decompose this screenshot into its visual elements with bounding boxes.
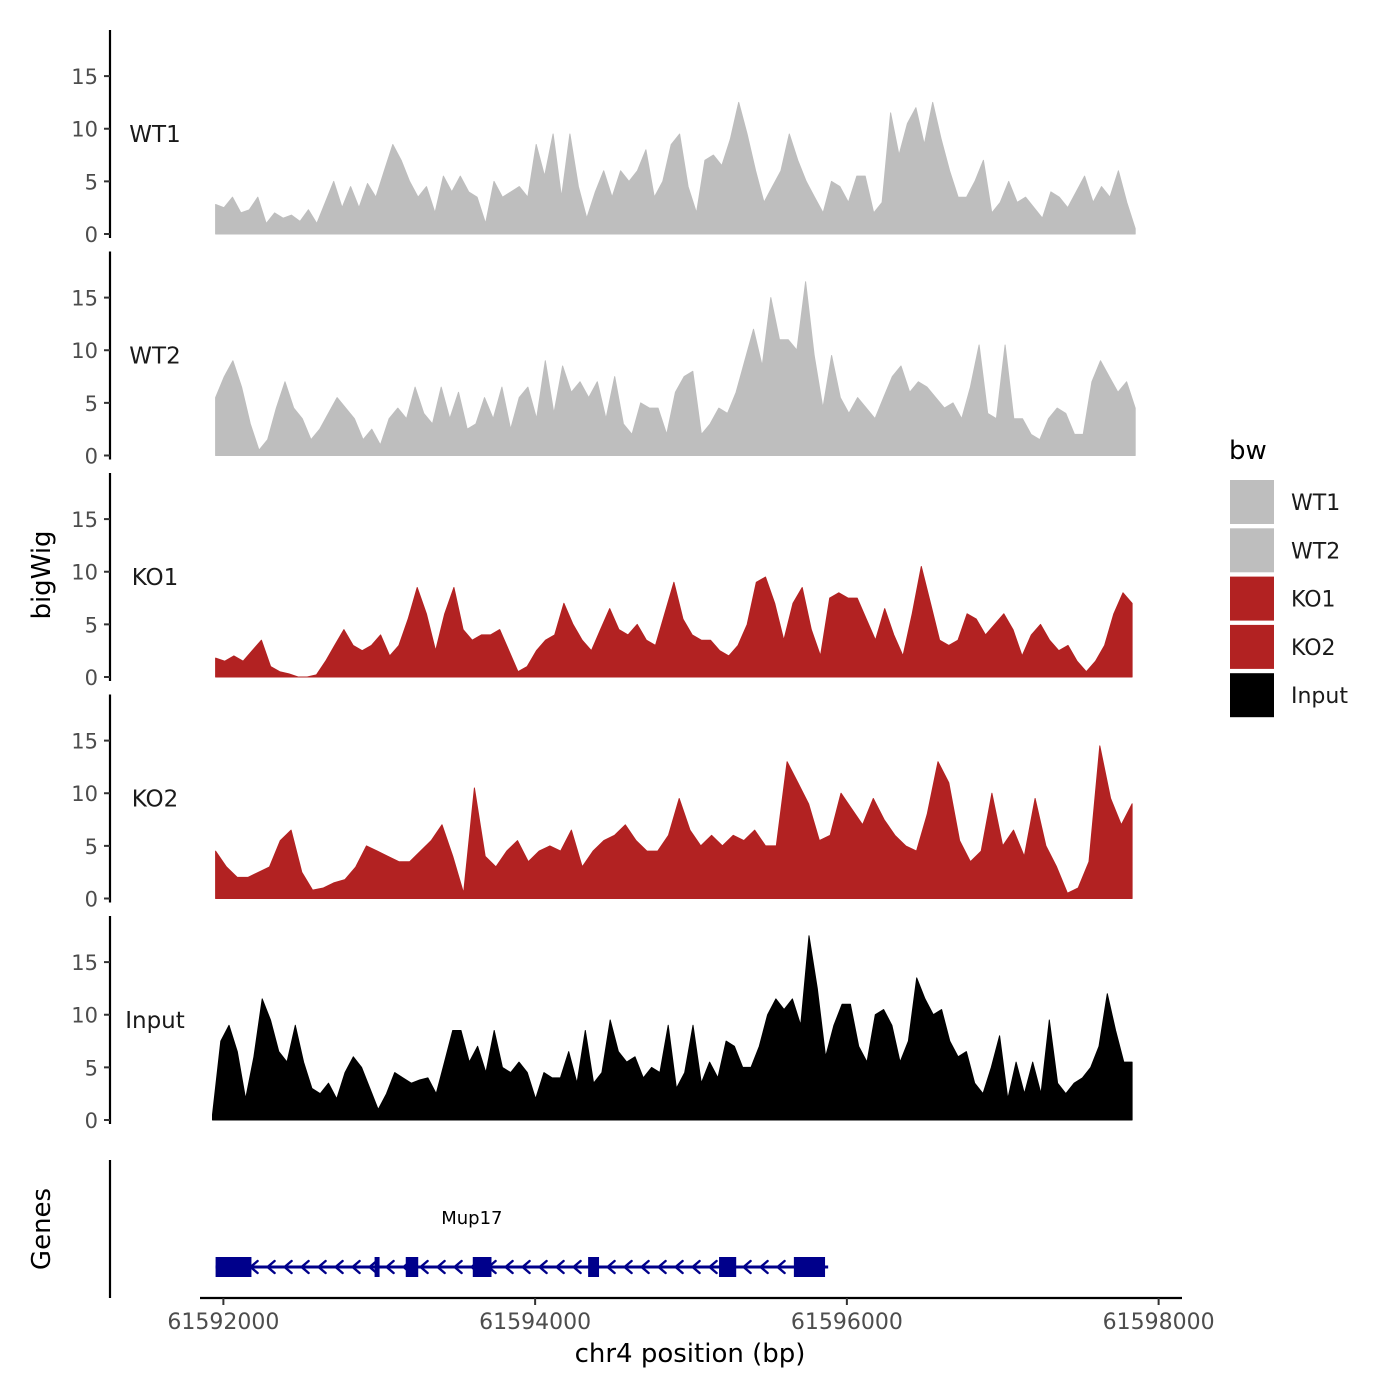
x-tick-label: 61592000 (167, 1310, 279, 1335)
strand-arrow (605, 1259, 616, 1275)
exon (405, 1257, 419, 1277)
exon (588, 1257, 600, 1277)
strand-arrow (571, 1259, 582, 1275)
y-tick-label: 10 (71, 339, 98, 363)
y-tick-label: 10 (71, 1004, 98, 1028)
legend: bw WT1 WT2 KO1 KO2 Input (1229, 436, 1348, 718)
track-label: WT2 (129, 344, 180, 370)
exon (472, 1257, 492, 1277)
y-tick-label: 0 (85, 888, 98, 912)
track-ko2: 0 5 10 15 KO2 (71, 694, 1133, 912)
strand-arrow (656, 1259, 667, 1275)
strand-arrow (520, 1259, 531, 1275)
y-axis-title: bigWig (27, 530, 57, 619)
strand-arrow (282, 1259, 293, 1275)
legend-label: KO1 (1291, 588, 1336, 613)
exon (793, 1257, 826, 1277)
strand-arrow (367, 1259, 378, 1275)
y-tick-label: 5 (85, 392, 98, 416)
track-ko1: 0 5 10 15 KO1 (71, 473, 1133, 690)
y-tick-label: 0 (85, 1109, 98, 1133)
legend-label: WT1 (1291, 491, 1340, 516)
strand-arrow (690, 1259, 701, 1275)
legend-swatch-wt1 (1230, 480, 1274, 524)
legend-swatch-wt2 (1230, 528, 1274, 573)
y-tick-label: 5 (85, 1056, 98, 1080)
genes-axis-title: Genes (27, 1188, 57, 1270)
y-tick-label: 10 (71, 561, 98, 585)
strand-arrow (775, 1259, 786, 1275)
strand-arrow (622, 1259, 633, 1275)
track-wt1: 0 5 10 15 WT1 (71, 30, 1136, 247)
strand-arrow (316, 1259, 327, 1275)
strand-arrow (537, 1259, 548, 1275)
track-input: 0 5 10 15 Input (71, 916, 1133, 1133)
strand-arrow (554, 1259, 565, 1275)
y-tick-label: 15 (71, 508, 98, 532)
y-tick-label: 15 (71, 287, 98, 311)
strand-arrow (384, 1259, 395, 1275)
strand-arrow (673, 1259, 684, 1275)
strand-arrow (333, 1259, 344, 1275)
strand-arrow (299, 1259, 310, 1275)
strand-arrow (639, 1259, 650, 1275)
x-tick-label: 61594000 (479, 1310, 591, 1335)
legend-swatch-input (1230, 673, 1274, 718)
x-tick-label: 61598000 (1103, 1310, 1215, 1335)
y-tick-label: 10 (71, 118, 98, 142)
x-axis-title: chr4 position (bp) (575, 1339, 806, 1369)
y-tick-label: 0 (85, 445, 98, 469)
y-tick-label: 5 (85, 835, 98, 859)
y-tick-label: 15 (71, 730, 98, 754)
signal-tracks: 0 5 10 15 WT1 0 5 10 15 WT2 0 5 10 15 KO1 0 5 10 15 KO2 0 5 10… (71, 30, 1136, 1133)
y-tick-label: 15 (71, 65, 98, 89)
strand-arrow (350, 1259, 361, 1275)
exon (215, 1257, 252, 1277)
y-tick-label: 5 (85, 613, 98, 637)
strand-arrow (503, 1259, 514, 1275)
y-tick-label: 0 (85, 666, 98, 690)
legend-label: KO2 (1291, 636, 1336, 661)
track-label: KO2 (132, 787, 179, 813)
strand-arrow (418, 1259, 429, 1275)
strand-arrow (435, 1259, 446, 1275)
x-tick-label: 61596000 (791, 1310, 903, 1335)
exon (374, 1257, 380, 1277)
signal-area-input (212, 935, 1133, 1121)
strand-arrow (741, 1259, 752, 1275)
signal-area-wt1 (215, 101, 1136, 235)
legend-label: WT2 (1291, 539, 1340, 564)
signal-area-ko2 (215, 745, 1133, 899)
track-label: WT1 (129, 122, 180, 148)
strand-arrow (265, 1259, 276, 1275)
gene-annotation-panel: Mup17 (108, 1160, 829, 1298)
signal-area-wt2 (215, 281, 1136, 456)
x-axis: 61592000 61594000 61596000 61598000 (167, 1296, 1215, 1335)
exon (719, 1257, 737, 1277)
strand-arrow (758, 1259, 769, 1275)
track-label: KO1 (132, 565, 179, 591)
strand-arrow (707, 1259, 718, 1275)
legend-swatch-ko1 (1230, 576, 1274, 621)
y-tick-label: 15 (71, 951, 98, 975)
legend-title: bw (1229, 436, 1267, 466)
y-tick-label: 10 (71, 782, 98, 806)
track-label: Input (125, 1008, 185, 1034)
signal-area-ko1 (215, 566, 1133, 678)
legend-swatch-ko2 (1230, 624, 1274, 669)
legend-label: Input (1291, 684, 1348, 709)
gene-name-label: Mup17 (441, 1208, 502, 1229)
strand-arrow (452, 1259, 463, 1275)
track-wt2: 0 5 10 15 WT2 (71, 251, 1136, 469)
y-tick-label: 0 (85, 223, 98, 247)
y-tick-label: 5 (85, 170, 98, 194)
